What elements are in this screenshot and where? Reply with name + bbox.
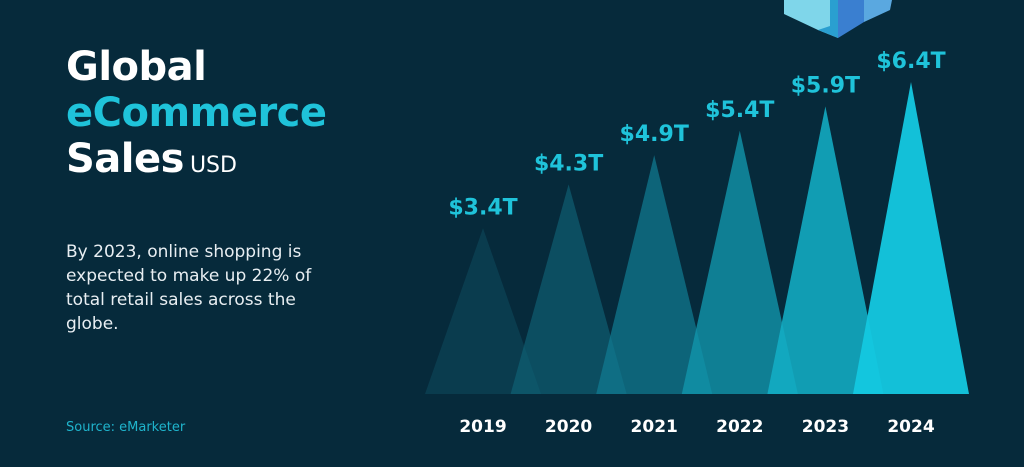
data-label-2023: $5.9T (791, 73, 860, 98)
bar-2024 (853, 82, 969, 394)
title-line-3: Sales USD (66, 136, 327, 189)
title-line-2: eCommerce (66, 90, 327, 136)
x-tick-label-2024: 2024 (887, 417, 934, 437)
bar-2021 (596, 155, 713, 394)
description-text: By 2023, online shopping is expected to … (66, 242, 312, 334)
bar-2020 (510, 184, 627, 394)
bar-2019 (425, 228, 541, 394)
data-label-2022: $5.4T (705, 98, 774, 123)
bar-2022 (681, 130, 798, 394)
data-label-2024: $6.4T (876, 49, 945, 74)
x-tick-label-2022: 2022 (716, 417, 763, 437)
data-label-2021: $4.9T (620, 122, 689, 147)
x-tick-label-2023: 2023 (802, 417, 849, 437)
x-tick-label-2021: 2021 (631, 417, 678, 437)
source-note: Source: eMarketer (66, 420, 186, 435)
cube-decoration (784, 0, 892, 38)
data-label-2020: $4.3T (534, 151, 603, 176)
chart-title: Global eCommerce Sales USD (66, 44, 327, 189)
bar-2023 (767, 106, 884, 394)
title-unit: USD (189, 153, 237, 178)
data-label-2019: $3.4T (448, 195, 517, 220)
title-sales: Sales (66, 136, 184, 182)
title-line-1: Global (66, 44, 207, 90)
x-tick-label-2020: 2020 (545, 417, 592, 437)
x-tick-label-2019: 2019 (459, 417, 506, 437)
